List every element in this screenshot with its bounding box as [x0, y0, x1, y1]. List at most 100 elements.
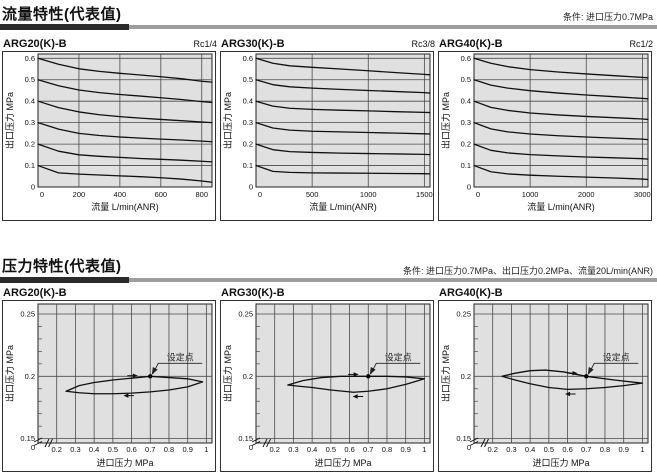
- svg-text:0: 0: [31, 443, 35, 452]
- svg-text:0.8: 0.8: [164, 445, 174, 454]
- pressure-chart-arg30: 0.2 0.3 0.4 0.5 0.6 0.7 0.8 0.9 1 0.15 0.2 0.25 0 设定点…: [220, 300, 434, 472]
- svg-text:0.9: 0.9: [182, 445, 192, 454]
- svg-text:流量 L/min(ANR): 流量 L/min(ANR): [91, 201, 159, 212]
- svg-text:0.5: 0.5: [25, 75, 35, 84]
- flow-chart-arg40: 0 1000 2000 3000 0 0.1 0.2 0.3 0.4 0.5 0.6 出口压力 MPa…: [438, 51, 652, 221]
- svg-text:0.2: 0.2: [243, 140, 253, 149]
- svg-text:0.15: 0.15: [20, 434, 35, 443]
- svg-text:1000: 1000: [522, 190, 539, 199]
- svg-text:流量 L/min(ANR): 流量 L/min(ANR): [527, 201, 595, 212]
- pressure-panel-arg40: ARG40(K)-B 0.2 0.3 0.4 0.5 0.6 0.7 0.8 0.9 1 0.15…: [438, 287, 654, 472]
- svg-text:设定点: 设定点: [385, 351, 412, 362]
- svg-text:0.3: 0.3: [506, 445, 516, 454]
- svg-text:出口压力 MPa: 出口压力 MPa: [440, 345, 451, 402]
- svg-text:0.2: 0.2: [25, 372, 35, 381]
- panel-header: ARG30(K)-B: [220, 287, 436, 300]
- svg-text:0.2: 0.2: [51, 445, 61, 454]
- svg-text:0.25: 0.25: [238, 309, 253, 318]
- svg-text:0.2: 0.2: [461, 140, 471, 149]
- svg-text:2000: 2000: [578, 190, 595, 199]
- svg-text:0.2: 0.2: [269, 445, 279, 454]
- svg-text:0.8: 0.8: [382, 445, 392, 454]
- svg-text:0.6: 0.6: [461, 54, 471, 63]
- svg-text:0.5: 0.5: [461, 75, 471, 84]
- svg-text:0.3: 0.3: [461, 118, 471, 127]
- svg-text:0.1: 0.1: [243, 161, 253, 170]
- svg-text:0.15: 0.15: [238, 434, 253, 443]
- flow-chart-arg30: 0 500 1000 1500 0 0.1 0.2 0.3 0.4 0.5 0.6 出口压力 MPa 流…: [220, 51, 434, 221]
- svg-text:1: 1: [640, 445, 644, 454]
- svg-text:进口压力 MPa: 进口压力 MPa: [314, 457, 371, 468]
- svg-text:0: 0: [258, 190, 262, 199]
- svg-text:流量 L/min(ANR): 流量 L/min(ANR): [309, 201, 377, 212]
- pressure-section-divider: [0, 278, 657, 282]
- svg-text:0.2: 0.2: [25, 140, 35, 149]
- svg-text:出口压力 MPa: 出口压力 MPa: [222, 345, 233, 402]
- svg-text:0.9: 0.9: [618, 445, 628, 454]
- svg-text:0.6: 0.6: [562, 445, 572, 454]
- svg-text:0.6: 0.6: [243, 54, 253, 63]
- svg-text:0.3: 0.3: [70, 445, 80, 454]
- svg-text:出口压力 MPa: 出口压力 MPa: [4, 92, 15, 149]
- svg-text:设定点: 设定点: [603, 351, 630, 362]
- port-size-label: Rc3/8: [411, 39, 435, 49]
- svg-text:0.9: 0.9: [400, 445, 410, 454]
- svg-text:0.7: 0.7: [363, 445, 373, 454]
- flow-section-divider: [0, 25, 657, 29]
- chart-title: ARG20(K)-B: [3, 38, 67, 50]
- chart-title: ARG30(K)-B: [221, 38, 285, 50]
- svg-text:0.1: 0.1: [461, 161, 471, 170]
- pressure-section-divider-accent: [0, 277, 129, 283]
- pressure-chart-arg20: 0.2 0.3 0.4 0.5 0.6 0.7 0.8 0.9 1 0.15 0.2 0.25 0 设定点…: [2, 300, 216, 472]
- svg-text:0: 0: [31, 183, 35, 192]
- svg-text:0.5: 0.5: [544, 445, 554, 454]
- pressure-section-title: 压力特性(代表值): [2, 258, 122, 275]
- svg-text:0.7: 0.7: [581, 445, 591, 454]
- svg-text:800: 800: [196, 190, 209, 199]
- svg-text:500: 500: [306, 190, 319, 199]
- svg-text:0.25: 0.25: [456, 309, 471, 318]
- svg-text:0.3: 0.3: [25, 118, 35, 127]
- svg-text:0.15: 0.15: [456, 434, 471, 443]
- svg-text:进口压力 MPa: 进口压力 MPa: [96, 457, 153, 468]
- chart-title: ARG30(K)-B: [221, 287, 285, 299]
- svg-text:1: 1: [422, 445, 426, 454]
- svg-text:0: 0: [476, 190, 480, 199]
- svg-text:0.5: 0.5: [108, 445, 118, 454]
- port-size-label: Rc1/4: [193, 39, 217, 49]
- svg-text:出口压力 MPa: 出口压力 MPa: [440, 92, 451, 149]
- panel-header: ARG20(K)-B Rc1/4: [2, 38, 218, 51]
- svg-text:设定点: 设定点: [167, 351, 194, 362]
- svg-text:0.2: 0.2: [487, 445, 497, 454]
- svg-text:0.4: 0.4: [461, 97, 471, 106]
- svg-text:0.6: 0.6: [344, 445, 354, 454]
- svg-text:0.4: 0.4: [89, 445, 99, 454]
- flow-section-divider-accent: [0, 24, 129, 30]
- flow-panel-arg30: ARG30(K)-B Rc3/8 0 500 1000 1500 0 0.1 0.2 0.3 0…: [220, 38, 436, 221]
- pressure-chart-arg40: 0.2 0.3 0.4 0.5 0.6 0.7 0.8 0.9 1 0.15 0.2 0.25 0 设定点…: [438, 300, 652, 472]
- svg-text:进口压力 MPa: 进口压力 MPa: [532, 457, 589, 468]
- pressure-section-note: 条件: 进口压力0.7MPa、出口压力0.2MPa、流量20L/min(ANR): [402, 266, 653, 276]
- panel-header: ARG40(K)-B Rc1/2: [438, 38, 654, 51]
- svg-text:0.3: 0.3: [243, 118, 253, 127]
- svg-text:0.6: 0.6: [126, 445, 136, 454]
- svg-text:1000: 1000: [360, 190, 377, 199]
- svg-text:0.6: 0.6: [25, 54, 35, 63]
- chart-title: ARG40(K)-B: [439, 38, 503, 50]
- svg-text:1: 1: [204, 445, 208, 454]
- svg-text:0: 0: [249, 443, 253, 452]
- panel-header: ARG40(K)-B: [438, 287, 654, 300]
- svg-text:200: 200: [73, 190, 86, 199]
- svg-text:0: 0: [467, 443, 471, 452]
- chart-title: ARG40(K)-B: [439, 287, 503, 299]
- svg-text:0.2: 0.2: [243, 372, 253, 381]
- flow-panel-arg20: ARG20(K)-B Rc1/4 0 200 400 600 800 0 0.1 0.2 0.3…: [2, 38, 218, 221]
- svg-text:0: 0: [249, 183, 253, 192]
- svg-text:0.7: 0.7: [145, 445, 155, 454]
- panel-header: ARG20(K)-B: [2, 287, 218, 300]
- chart-title: ARG20(K)-B: [3, 287, 67, 299]
- svg-text:0.4: 0.4: [307, 445, 317, 454]
- svg-text:0.25: 0.25: [20, 309, 35, 318]
- flow-panel-arg40: ARG40(K)-B Rc1/2 0 1000 2000 3000 0 0.1 0.2 0.3…: [438, 38, 654, 221]
